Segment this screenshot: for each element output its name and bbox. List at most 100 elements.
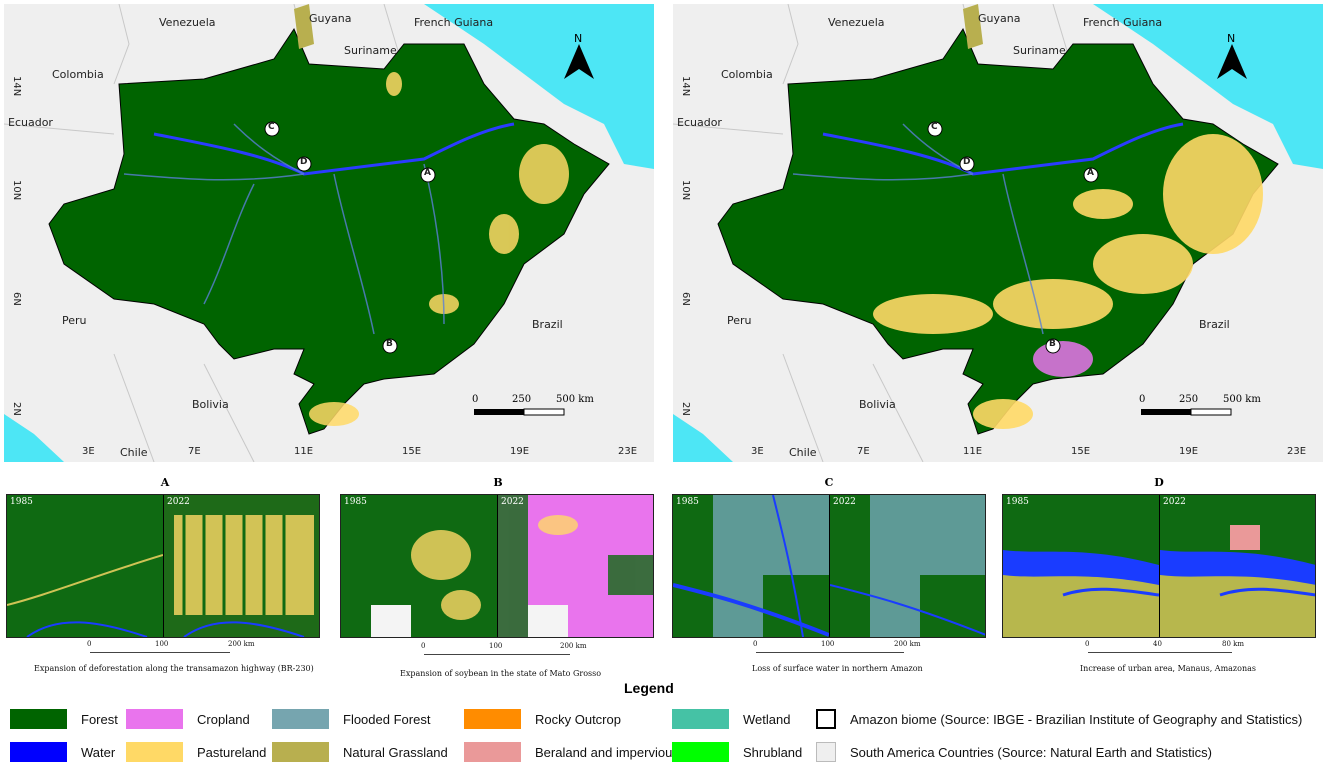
marker-c: C bbox=[268, 122, 275, 132]
lat-tick-10n: 10N bbox=[11, 180, 22, 201]
lon-tick-23e: 23E bbox=[618, 446, 638, 457]
inset-a-scale-2: 200 km bbox=[228, 640, 255, 648]
lon-tick-7e: 7E bbox=[188, 446, 201, 457]
marker-b: B bbox=[386, 339, 393, 349]
legend-label: Forest bbox=[81, 711, 118, 727]
lat-tick-10n-2: 10N bbox=[680, 180, 691, 201]
legend-swatch-natural-grassland bbox=[272, 742, 329, 762]
inset-d-caption: Increase of urban area, Manaus, Amazonas bbox=[1080, 664, 1256, 673]
inset-c-year2: 2022 bbox=[833, 497, 856, 507]
legend-label: Natural Grassland bbox=[343, 744, 448, 760]
inset-c: 1985 2022 bbox=[672, 494, 986, 638]
country-label-french-guiana: French Guiana bbox=[414, 16, 494, 29]
scale-500: 500 km bbox=[556, 394, 594, 405]
country-label-brazil: Brazil bbox=[532, 318, 563, 331]
inset-b-scale-2: 200 km bbox=[560, 642, 587, 650]
inset-b-year2: 2022 bbox=[501, 497, 524, 507]
inset-a: 1985 2022 bbox=[6, 494, 320, 638]
inset-a-scalebar bbox=[90, 652, 230, 653]
inset-b-scale-1: 100 bbox=[489, 642, 503, 650]
country-label-bolivia-2: Bolivia bbox=[859, 398, 896, 411]
legend-title: Legend bbox=[624, 680, 674, 696]
scale-250: 250 bbox=[512, 394, 532, 405]
lat-tick-2n: 2N bbox=[11, 402, 22, 416]
legend-label: Water bbox=[81, 744, 116, 760]
legend-swatch-water bbox=[10, 742, 67, 762]
inset-b-scalebar bbox=[424, 654, 570, 655]
legend-label: South America Countries (Source: Natural… bbox=[850, 744, 1212, 760]
legend-item-natural-grassland: Natural Grassland bbox=[272, 742, 448, 762]
inset-d-year1: 1985 bbox=[1006, 497, 1029, 507]
inset-c-scale-1: 100 bbox=[821, 640, 835, 648]
inset-c-caption: Loss of surface water in northern Amazon bbox=[752, 664, 923, 673]
map-1985-canvas bbox=[4, 4, 654, 462]
inset-b-year1: 1985 bbox=[344, 497, 367, 507]
map-2022: Venezuela Guyana French Guiana Suriname … bbox=[673, 4, 1323, 462]
country-label-bolivia: Bolivia bbox=[192, 398, 229, 411]
inset-a-scale-1: 100 bbox=[155, 640, 169, 648]
lat-tick-14n: 14N bbox=[11, 76, 22, 97]
legend-label: Flooded Forest bbox=[343, 711, 431, 727]
country-label-peru-2: Peru bbox=[727, 314, 752, 327]
legend-label: Pastureland bbox=[197, 744, 267, 760]
country-label-suriname-2: Suriname bbox=[1013, 44, 1066, 57]
legend-swatch-pastureland bbox=[126, 742, 183, 762]
inset-d-title: D bbox=[1154, 476, 1164, 489]
marker-a: A bbox=[424, 168, 431, 178]
lon-tick-11e: 11E bbox=[294, 446, 314, 457]
north-label-2: N bbox=[1227, 32, 1236, 45]
north-arrow-icon-2 bbox=[1217, 44, 1247, 79]
legend-item-cropland: Cropland bbox=[126, 709, 250, 729]
marker-d: D bbox=[300, 157, 308, 167]
lat-tick-14n-2: 14N bbox=[680, 76, 691, 97]
inset-d-scalebar bbox=[1088, 652, 1232, 653]
north-label: N bbox=[574, 32, 583, 45]
legend-swatch-flooded-forest bbox=[272, 709, 329, 729]
legend-item-forest: Forest bbox=[10, 709, 118, 729]
lon-tick-23e-2: 23E bbox=[1287, 446, 1307, 457]
inset-d: 1985 2022 bbox=[1002, 494, 1316, 638]
country-label-ecuador: Ecuador bbox=[8, 116, 53, 129]
legend-item-amazon-biome: Amazon biome (Source: IBGE - Brazilian I… bbox=[816, 709, 1302, 729]
lon-tick-19e: 19E bbox=[510, 446, 530, 457]
legend-swatch-cropland bbox=[126, 709, 183, 729]
inset-a-year2: 2022 bbox=[167, 497, 190, 507]
lat-tick-6n: 6N bbox=[11, 292, 22, 306]
legend-item-south-america: South America Countries (Source: Natural… bbox=[816, 742, 1212, 762]
scale-250-2: 250 bbox=[1179, 394, 1199, 405]
legend-label: Shrubland bbox=[743, 744, 803, 760]
country-label-suriname: Suriname bbox=[344, 44, 397, 57]
scale-500-2: 500 km bbox=[1223, 394, 1261, 405]
lon-tick-3e: 3E bbox=[82, 446, 95, 457]
legend-item-flooded-forest: Flooded Forest bbox=[272, 709, 430, 729]
inset-b-title: B bbox=[493, 476, 503, 489]
lon-tick-15e: 15E bbox=[402, 446, 422, 457]
legend-label: Beraland and impervious bbox=[535, 744, 679, 760]
country-label-brazil-2: Brazil bbox=[1199, 318, 1230, 331]
country-label-chile-2: Chile bbox=[789, 446, 817, 459]
inset-b: 1985 2022 bbox=[340, 494, 654, 638]
marker-c-2: C bbox=[931, 122, 938, 132]
amazon-biome bbox=[48, 27, 610, 435]
legend-label: Cropland bbox=[197, 711, 250, 727]
country-label-colombia-2: Colombia bbox=[721, 68, 773, 81]
inset-a-caption: Expansion of deforestation along the tra… bbox=[34, 664, 314, 673]
lat-tick-2n-2: 2N bbox=[680, 402, 691, 416]
lon-tick-7e-2: 7E bbox=[857, 446, 870, 457]
country-label-chile: Chile bbox=[120, 446, 148, 459]
legend-label: Rocky Outcrop bbox=[535, 711, 621, 727]
legend-swatch-amazon-biome bbox=[816, 709, 836, 729]
legend-item-water: Water bbox=[10, 742, 115, 762]
inset-a-title: A bbox=[160, 476, 170, 489]
scale-0: 0 bbox=[472, 394, 479, 405]
inset-d-scale-2: 80 km bbox=[1222, 640, 1245, 648]
country-label-french-guiana-2: French Guiana bbox=[1083, 16, 1163, 29]
inset-a-year1: 1985 bbox=[10, 497, 33, 507]
legend-label: Wetland bbox=[743, 711, 791, 727]
country-label-venezuela-2: Venezuela bbox=[828, 16, 885, 29]
ocean-pacific bbox=[4, 414, 64, 462]
lon-tick-19e-2: 19E bbox=[1179, 446, 1199, 457]
marker-b-2: B bbox=[1049, 339, 1056, 349]
inset-b-scale-0: 0 bbox=[421, 642, 426, 650]
marker-d-2: D bbox=[963, 157, 971, 167]
